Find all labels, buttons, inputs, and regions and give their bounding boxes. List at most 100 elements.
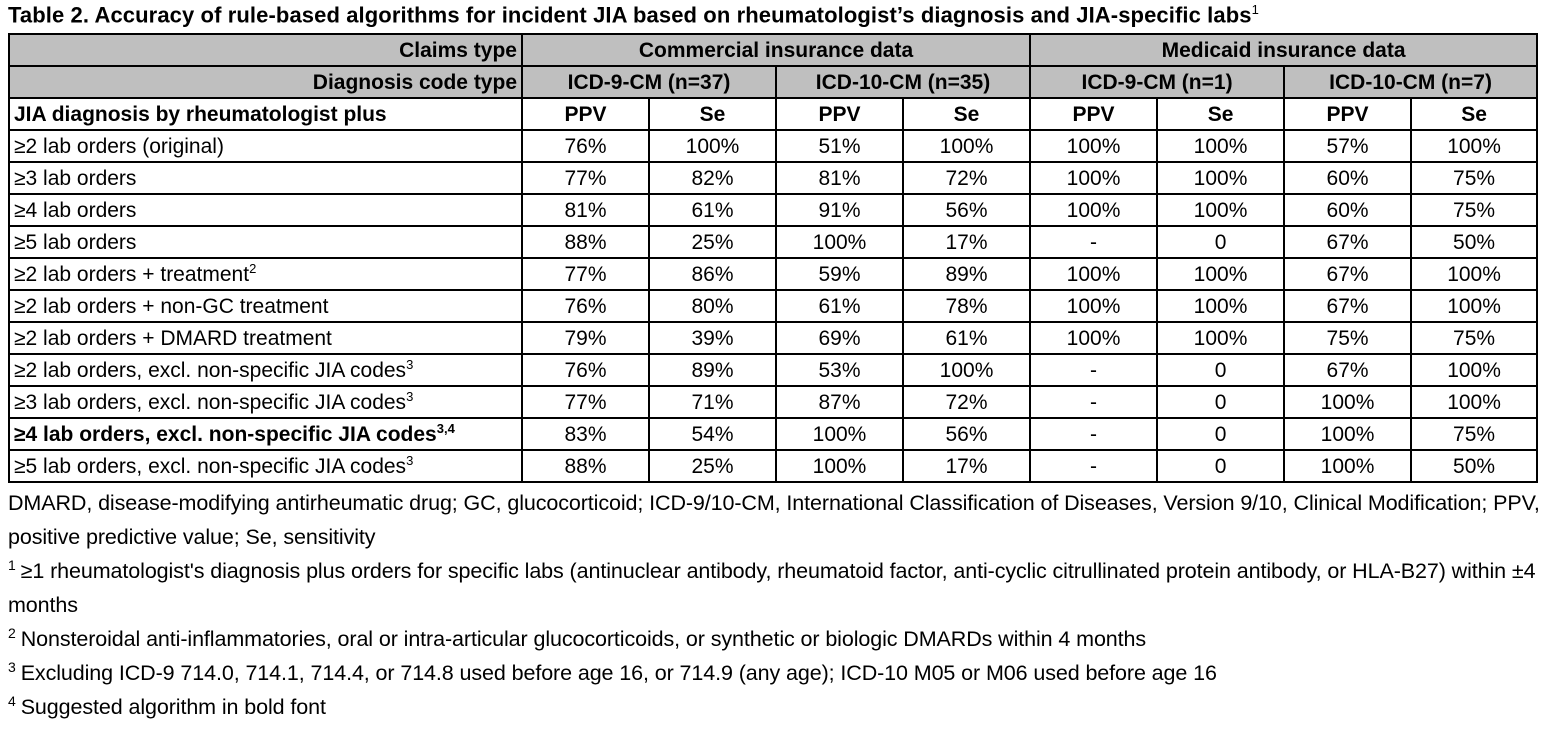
table-cell: 75% xyxy=(1410,321,1539,356)
table-cell: 77% xyxy=(521,385,650,420)
metric-header: Se xyxy=(1156,97,1286,132)
table-cell: 59% xyxy=(775,257,904,292)
table-title-superscript: 1 xyxy=(1251,2,1259,17)
table-cell: 39% xyxy=(648,321,777,356)
table-cell: 100% xyxy=(1156,193,1286,228)
table-cell: 72% xyxy=(901,385,1032,420)
table-cell: 75% xyxy=(1410,161,1539,196)
metric-header: Se xyxy=(648,97,777,132)
table-cell: 100% xyxy=(901,353,1032,388)
table-row: ≥3 lab orders, excl. non-specific JIA co… xyxy=(8,385,1539,420)
table-cell: 100% xyxy=(775,225,904,260)
table-cell: 100% xyxy=(1029,321,1159,356)
table-cell: 67% xyxy=(1283,257,1413,292)
table-cell: 91% xyxy=(775,193,904,228)
footnote-2-marker: 2 xyxy=(8,625,16,642)
footnote-1-text: ≥1 rheumatologist's diagnosis plus order… xyxy=(8,559,1536,618)
table-cell: 77% xyxy=(521,257,650,292)
table-cell: 71% xyxy=(648,385,777,420)
row-header-label: JIA diagnosis by rheumatologist plus xyxy=(8,97,523,132)
table-cell: 100% xyxy=(1156,289,1286,324)
metric-header: PPV xyxy=(521,97,650,132)
table-cell: 81% xyxy=(775,161,904,196)
footnote-4: 4 Suggested algorithm in bold font xyxy=(8,690,1540,724)
table-cell: 0 xyxy=(1156,385,1286,420)
table-cell: 75% xyxy=(1410,417,1539,452)
footnote-1: 1 ≥1 rheumatologist's diagnosis plus orde… xyxy=(8,554,1540,622)
table-row: ≥4 lab orders 81% 61% 91% 56% 100% 100% 60% 75% xyxy=(8,193,1539,228)
table-cell: 76% xyxy=(521,289,650,324)
table-cell: 57% xyxy=(1283,129,1413,164)
abbreviations-note: DMARD, disease-modifying antirheumatic d… xyxy=(8,486,1540,554)
table-cell: 100% xyxy=(1029,257,1159,292)
table-cell: - xyxy=(1029,449,1159,484)
table-cell: - xyxy=(1029,225,1159,260)
header-row-metrics: JIA diagnosis by rheumatologist plus PPV… xyxy=(8,97,1539,132)
table-cell: - xyxy=(1029,353,1159,388)
footnote-3-marker: 3 xyxy=(8,659,16,676)
table-cell: 100% xyxy=(1283,385,1413,420)
row-label-superscript: 3 xyxy=(406,452,414,468)
table-cell: 50% xyxy=(1410,225,1539,260)
claims-type-label: Claims type xyxy=(8,33,523,68)
subgroup-medicaid-icd9: ICD-9-CM (n=1) xyxy=(1029,65,1286,100)
row-label-superscript: 3,4 xyxy=(436,420,455,436)
table-row: ≥2 lab orders + non-GC treatment 76% 80% 61… xyxy=(8,289,1539,324)
table-cell: 61% xyxy=(648,193,777,228)
table-cell: 77% xyxy=(521,161,650,196)
table-cell: 81% xyxy=(521,193,650,228)
table-cell: 100% xyxy=(1156,161,1286,196)
table-cell: 60% xyxy=(1283,161,1413,196)
metric-header: PPV xyxy=(1029,97,1159,132)
row-label: ≥2 lab orders + non-GC treatment xyxy=(8,289,523,324)
table-cell: 60% xyxy=(1283,193,1413,228)
table-cell: 88% xyxy=(521,449,650,484)
table-cell: 79% xyxy=(521,321,650,356)
table-cell: 100% xyxy=(1156,257,1286,292)
subgroup-commercial-icd10: ICD-10-CM (n=35) xyxy=(774,65,1032,100)
row-label: ≥3 lab orders xyxy=(8,161,523,196)
table-cell: 76% xyxy=(521,129,650,164)
footnote-2-text: Nonsteroidal anti-inflammatories, oral o… xyxy=(20,627,1147,652)
diagnosis-code-label: Diagnosis code type xyxy=(8,65,523,100)
row-label-superscript: 2 xyxy=(249,260,257,276)
table-cell: 72% xyxy=(901,161,1032,196)
footnote-3: 3 Excluding ICD-9 714.0, 714.1, 714.4, or… xyxy=(8,656,1540,690)
table-cell: 25% xyxy=(648,225,777,260)
table-cell: 82% xyxy=(648,161,777,196)
table-cell: 100% xyxy=(1029,289,1159,324)
row-label: ≥2 lab orders (original) xyxy=(8,129,523,164)
table-cell: 89% xyxy=(648,353,777,388)
footnote-4-text: Suggested algorithm in bold font xyxy=(20,695,326,720)
table-row: ≥5 lab orders, excl. non-specific JIA co… xyxy=(8,449,1539,484)
footnote-1-marker: 1 xyxy=(8,557,16,574)
abbreviations-text: DMARD, disease-modifying antirheumatic d… xyxy=(8,491,1540,550)
page-title: Table 2. Accuracy of rule-based algorith… xyxy=(8,2,1537,28)
table-cell: 0 xyxy=(1156,225,1286,260)
footnote-2: 2 Nonsteroidal anti-inflammatories, oral … xyxy=(8,622,1540,656)
table-cell: 51% xyxy=(775,129,904,164)
header-row-diagnosis-code: Diagnosis code type ICD-9-CM (n=37) ICD-… xyxy=(8,65,1539,100)
table-row: ≥5 lab orders 88% 25% 100% 17% -0 67% 50% xyxy=(8,225,1539,260)
table-cell: 67% xyxy=(1283,353,1413,388)
table-row: ≥2 lab orders (original) 76% 100% 51% 100% 10… xyxy=(8,129,1539,164)
table-cell: 100% xyxy=(775,449,904,484)
table-cell: 0 xyxy=(1156,417,1286,452)
row-label: ≥2 lab orders + treatment2 xyxy=(8,257,523,292)
table-row: ≥2 lab orders + DMARD treatment 79% 39% 69%… xyxy=(8,321,1539,356)
row-label: ≥5 lab orders xyxy=(8,225,523,260)
table-row: ≥3 lab orders 77% 82% 81% 72% 100% 100% 60% 75% xyxy=(8,161,1539,196)
footnote-3-text: Excluding ICD-9 714.0, 714.1, 714.4, or … xyxy=(20,661,1217,686)
accuracy-table: Claims type Commercial insurance data Me… xyxy=(8,33,1539,484)
table-cell: - xyxy=(1029,385,1159,420)
table-cell: 83% xyxy=(521,417,650,452)
row-label: ≥2 lab orders, excl. non-specific JIA co… xyxy=(8,353,523,388)
subgroup-medicaid-icd10: ICD-10-CM (n=7) xyxy=(1283,65,1539,100)
table-cell: - xyxy=(1029,417,1159,452)
table-cell: 17% xyxy=(901,449,1032,484)
table-cell: 56% xyxy=(901,193,1032,228)
footnote-4-marker: 4 xyxy=(8,693,16,710)
table-cell: 17% xyxy=(901,225,1032,260)
row-label: ≥4 lab orders, excl. non-specific JIA co… xyxy=(8,417,523,452)
table-cell: 75% xyxy=(1410,193,1539,228)
